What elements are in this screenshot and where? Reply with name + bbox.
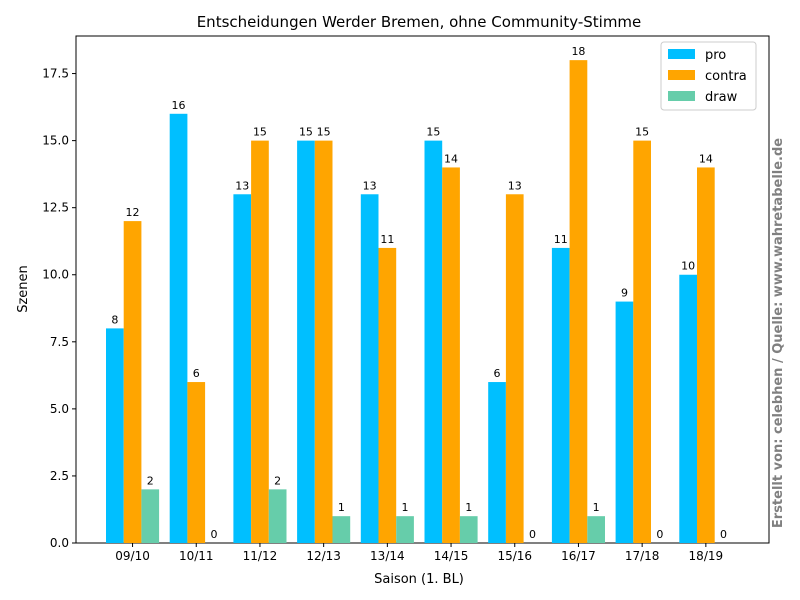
bar-contra	[442, 167, 460, 543]
data-label: 13	[235, 179, 249, 192]
bar-pro	[679, 274, 697, 543]
bar-draw	[332, 516, 351, 543]
x-tick-label: 16/17	[561, 549, 596, 563]
bar-contra	[633, 140, 651, 543]
bar-contra	[314, 140, 333, 543]
x-tick-label: 15/16	[497, 549, 532, 563]
legend-swatch-pro	[668, 49, 695, 59]
bar-contra	[569, 60, 588, 544]
chart-title: Entscheidungen Werder Bremen, ohne Commu…	[197, 13, 642, 31]
data-label: 12	[126, 206, 140, 219]
data-label: 11	[380, 233, 394, 246]
y-tick-label: 12.5	[42, 201, 69, 215]
credit-text: Erstellt von: celebhen / Quelle: www.wah…	[771, 138, 786, 528]
bar-pro	[551, 247, 570, 543]
data-label: 2	[274, 474, 281, 487]
bar-draw	[268, 489, 287, 543]
bar-contra	[123, 221, 142, 543]
data-label: 0	[656, 528, 663, 541]
x-tick-label: 11/12	[243, 549, 278, 563]
data-label: 18	[571, 45, 585, 58]
y-tick-label: 2.5	[50, 469, 69, 483]
bar-pro	[488, 382, 506, 543]
x-tick-label: 12/13	[306, 549, 341, 563]
data-label: 8	[111, 313, 118, 326]
data-label: 13	[508, 179, 522, 192]
y-axis-label: Szenen	[16, 265, 31, 313]
data-label: 15	[426, 126, 440, 139]
data-label: 10	[681, 260, 695, 273]
legend: pro contra draw	[660, 41, 757, 111]
data-label: 6	[494, 367, 501, 380]
data-label: 1	[402, 501, 409, 514]
bar-contra	[697, 167, 715, 543]
x-tick-label: 18/19	[689, 549, 724, 563]
data-label: 16	[172, 99, 186, 112]
data-label: 0	[720, 528, 727, 541]
data-label: 14	[699, 152, 713, 165]
data-label: 15	[253, 126, 267, 139]
y-tick-label: 17.5	[42, 67, 69, 81]
data-label: 15	[635, 126, 649, 139]
data-label: 2	[147, 474, 154, 487]
x-tick-label: 10/11	[179, 549, 214, 563]
y-tick-label: 7.5	[50, 335, 69, 349]
bar-contra	[378, 247, 397, 543]
bar-pro	[615, 301, 634, 543]
x-axis: 09/10 10/11 11/12 12/13 13/14 14/15 15/16 16/17…	[115, 543, 723, 563]
data-label: 11	[554, 233, 568, 246]
data-label: 6	[193, 367, 200, 380]
data-label: 15	[317, 126, 331, 139]
x-tick-label: 17/18	[625, 549, 660, 563]
plot-frame	[75, 35, 770, 544]
bar-pro	[424, 140, 443, 543]
bar-contra	[187, 382, 206, 543]
bar-draw	[587, 516, 605, 543]
x-axis-label: Saison (1. BL)	[374, 572, 464, 587]
bar-pro	[233, 194, 252, 543]
legend-label-contra: contra	[705, 69, 747, 84]
bar-contra	[505, 194, 524, 543]
legend-swatch-draw	[668, 91, 695, 101]
x-tick-label: 13/14	[370, 549, 405, 563]
legend-label-draw: draw	[705, 90, 738, 105]
y-axis: 0.0 2.5 5.0 7.5 10.0 12.5 15.0 17.5	[42, 67, 76, 550]
data-label: 0	[210, 528, 217, 541]
y-tick-label: 10.0	[42, 268, 69, 282]
data-label: 0	[529, 528, 536, 541]
y-tick-label: 15.0	[42, 134, 69, 148]
data-label: 1	[338, 501, 345, 514]
data-label: 1	[465, 501, 472, 514]
x-tick-label: 14/15	[434, 549, 469, 563]
bar-draw	[141, 489, 160, 543]
y-tick-label: 5.0	[50, 402, 69, 416]
x-tick-label: 09/10	[115, 549, 150, 563]
bar-pro	[297, 140, 315, 543]
data-label: 13	[363, 179, 377, 192]
data-label: 15	[299, 126, 313, 139]
legend-swatch-contra	[668, 70, 695, 80]
bars	[106, 60, 715, 544]
data-label: 14	[444, 152, 458, 165]
plot-area	[75, 35, 770, 544]
bar-draw	[459, 516, 478, 543]
bar-pro	[360, 194, 379, 543]
legend-label-pro: pro	[705, 48, 726, 63]
bar-draw	[396, 516, 414, 543]
data-label: 1	[593, 501, 600, 514]
bar-pro	[169, 113, 188, 544]
bar-pro	[106, 328, 124, 543]
y-tick-label: 0.0	[50, 536, 69, 550]
data-label: 9	[621, 287, 628, 300]
bar-contra	[251, 140, 269, 543]
